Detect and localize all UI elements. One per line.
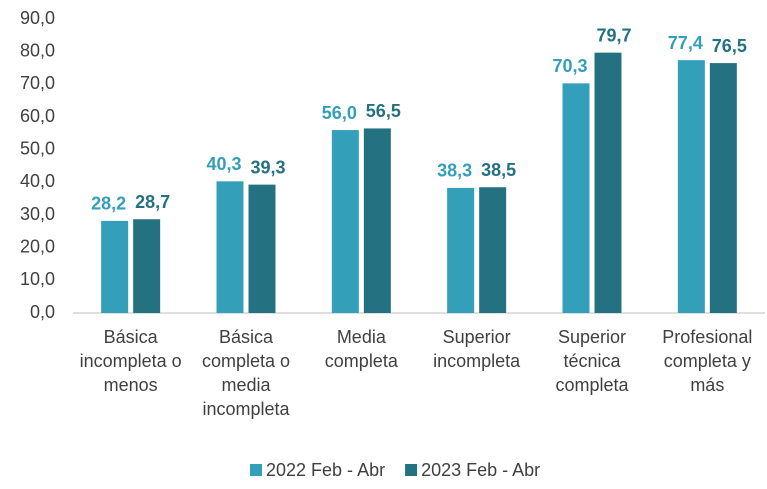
- value-label: 56,0: [322, 103, 357, 123]
- value-label: 79,7: [596, 25, 631, 45]
- y-tick-label: 10,0: [20, 269, 55, 289]
- bar: [479, 187, 507, 313]
- bar: [331, 130, 359, 313]
- bar: [677, 60, 705, 313]
- bar: [133, 219, 161, 313]
- value-label: 28,2: [91, 194, 126, 214]
- y-tick-label: 40,0: [20, 171, 55, 191]
- bar: [447, 187, 475, 313]
- value-label: 38,5: [481, 160, 516, 180]
- x-tick-label: Profesional completa y más: [662, 327, 753, 395]
- y-tick-label: 60,0: [20, 106, 55, 126]
- bar: [101, 220, 129, 313]
- value-label: 76,5: [712, 36, 747, 56]
- y-tick-label: 50,0: [20, 138, 55, 158]
- value-label: 77,4: [668, 33, 703, 53]
- x-tick-label: Superior técnica completa: [555, 327, 629, 395]
- bar: [216, 181, 244, 313]
- x-tick-label: Media completa: [324, 327, 398, 371]
- y-tick-label: 70,0: [20, 73, 55, 93]
- legend-label: 2023 Feb - Abr: [421, 460, 540, 480]
- y-tick-label: 90,0: [20, 8, 55, 28]
- bar: [248, 184, 276, 313]
- legend-swatch: [250, 464, 262, 476]
- y-tick-label: 30,0: [20, 204, 55, 224]
- bar: [709, 63, 737, 313]
- y-tick-label: 80,0: [20, 40, 55, 60]
- x-tick-label: Superior incompleta: [433, 327, 521, 371]
- legend-label: 2022 Feb - Abr: [266, 460, 385, 480]
- x-tick-label: Básica completa o media incompleta: [201, 327, 291, 419]
- y-tick-label: 20,0: [20, 236, 55, 256]
- value-label: 56,5: [366, 101, 401, 121]
- value-label: 70,3: [552, 56, 587, 76]
- x-tick-label: Básica incompleta o menos: [79, 327, 182, 395]
- value-label: 39,3: [250, 157, 285, 177]
- y-tick-label: 0,0: [30, 302, 55, 322]
- value-label: 28,7: [135, 192, 170, 212]
- bar: [363, 128, 391, 313]
- bar: [562, 83, 590, 313]
- value-label: 40,3: [206, 154, 241, 174]
- value-label: 38,3: [437, 161, 472, 181]
- legend-swatch: [405, 464, 418, 476]
- bar: [594, 52, 622, 313]
